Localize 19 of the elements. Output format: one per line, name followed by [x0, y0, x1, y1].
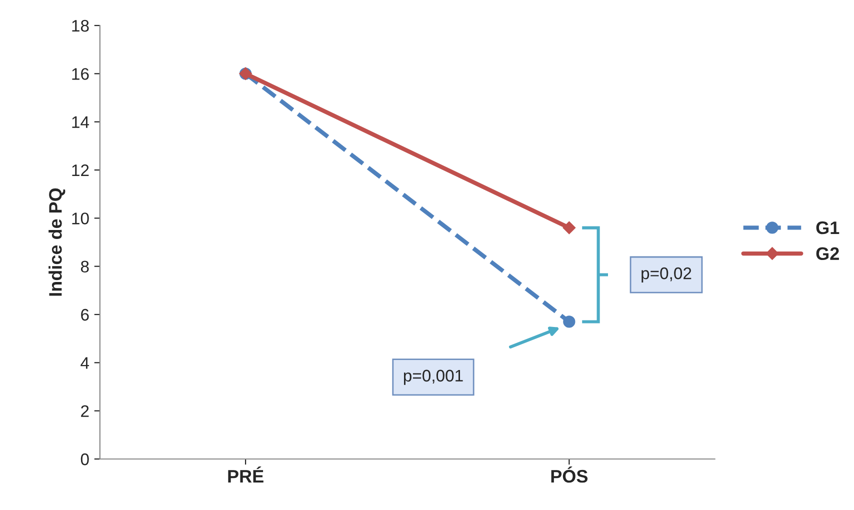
x-tick-label: PÓS	[551, 466, 588, 483]
y-tick-label: 6	[81, 308, 89, 321]
legend-label: G1	[816, 221, 840, 234]
annotation: p=0,02	[642, 267, 692, 283]
y-tick-label: 2	[81, 405, 89, 417]
y-tick-label: 14	[72, 116, 90, 128]
x-tick-label: PRÉ	[228, 466, 264, 482]
y-tick-label: 16	[72, 68, 89, 80]
y-axis-title: Indice de PQ	[48, 188, 66, 296]
point	[563, 316, 576, 328]
y-tick-label: 10	[72, 212, 89, 224]
y-tick-label: 0	[80, 453, 89, 466]
point	[562, 221, 576, 234]
y-tick-label: 12	[72, 164, 89, 176]
y-tick-label: 8	[80, 260, 89, 273]
y-tick-label: 18	[72, 20, 89, 32]
legend-label: G2	[816, 247, 839, 260]
y-tick-label: 4	[80, 357, 90, 369]
annotation: p=0,001	[404, 370, 463, 385]
